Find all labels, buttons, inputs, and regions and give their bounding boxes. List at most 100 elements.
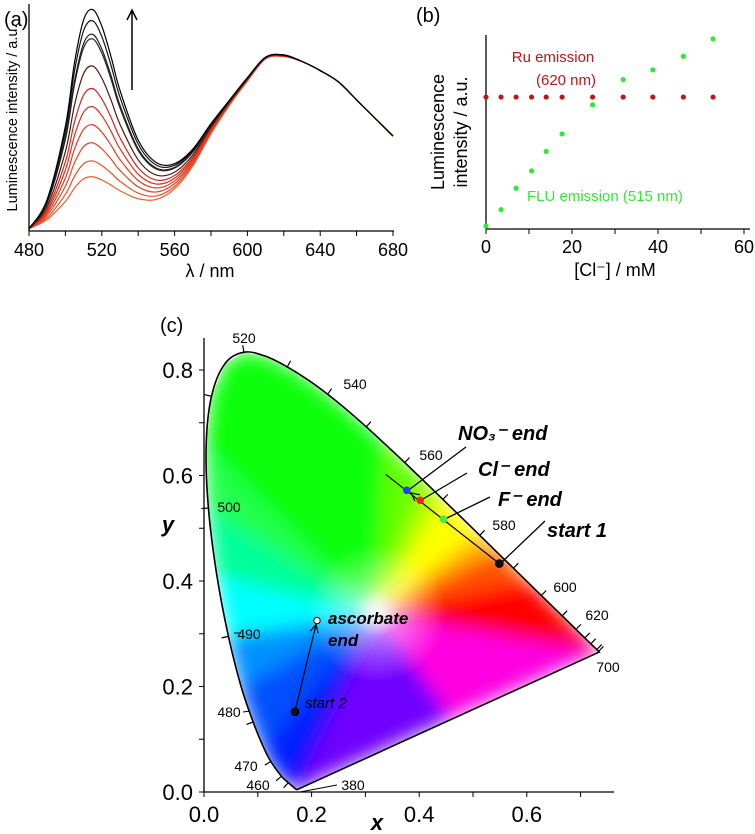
wl-label-540: 540: [343, 376, 367, 392]
flu-emission-label: FLU emission (515 nm): [527, 188, 683, 205]
locus-tick: [327, 388, 333, 395]
c-axis-ticks: 0.0 0.2 0.4 0.6 0.0 0.2 0.4 0.6 0.8: [162, 358, 582, 827]
ru-emission-point: [559, 94, 565, 100]
point-cl-end: [416, 496, 425, 505]
wl-label-460: 460: [246, 777, 270, 793]
start-1-label: start 1: [547, 520, 607, 542]
panel-b-label: (b): [416, 5, 440, 27]
ru-emission-point: [543, 94, 549, 100]
c-y-tick-label: 0.6: [162, 464, 193, 489]
a-x-tick-label: 560: [160, 240, 190, 260]
locus-tick: [286, 360, 292, 368]
c-y-tick-label: 0.8: [162, 358, 193, 383]
c-x-tick-label: 0.6: [512, 802, 543, 827]
point-ascorbate-end: [313, 616, 321, 625]
point-f-end: [439, 515, 448, 524]
locus-tick: [365, 421, 372, 428]
flu-emission-point: [559, 131, 565, 137]
point-no-end: [403, 486, 411, 495]
b-x-label: [Cl⁻] / mM: [574, 260, 656, 280]
c-x-tick-label: 0.2: [296, 802, 327, 827]
locus-tick: [201, 507, 209, 510]
no3-end-label: NO₃⁻ end: [458, 423, 548, 445]
a-x-tick-label: 680: [378, 240, 408, 260]
panel-b-intensity-vs-chloride: (b) 0 20 40 60 Ru emission (620 nm) FLU emi…: [416, 5, 754, 280]
locus-tick: [590, 638, 597, 645]
locus-tick: [404, 457, 410, 463]
ru-emission-point: [513, 94, 519, 100]
ru-emission-point: [483, 94, 489, 100]
trajectory-2-line: [294, 624, 317, 712]
a-x-tick-label: 520: [87, 240, 117, 260]
wl-label-490: 490: [237, 626, 261, 642]
wl-label-560: 560: [419, 447, 443, 463]
wl-label-700: 700: [596, 659, 620, 675]
flu-emission-point: [498, 207, 504, 213]
wl-label-480: 480: [217, 704, 241, 720]
locus-tick: [479, 529, 486, 536]
flu-emission-point: [513, 185, 519, 191]
c-y-tick-label: 0.4: [162, 569, 193, 594]
wl-label-620: 620: [585, 607, 609, 623]
flu-emission-point: [650, 67, 656, 73]
panel-a-spectra: (a) 480 520 560 600 640 680 λ / nm Luminescen…: [4, 4, 408, 281]
c-y-label: y: [161, 512, 176, 537]
locus-tick: [584, 632, 591, 639]
c-data-points: [290, 486, 504, 717]
a-x-tick-label: 480: [14, 240, 44, 260]
spectral-locus: [205, 351, 601, 791]
a-x-tick-label: 640: [305, 240, 335, 260]
start-2-label: start 2: [305, 695, 347, 712]
point-start-2: [290, 707, 300, 717]
cl-end-label: Cl⁻ end: [478, 459, 550, 481]
ru-emission-label: Ru emission: [512, 49, 595, 66]
ascorbate-end-label-line-1: ascorbate: [328, 609, 408, 628]
flu-emission-point: [710, 36, 716, 42]
f-end-label: F⁻ end: [498, 489, 563, 511]
b-x-tick-label: 20: [562, 237, 582, 257]
b-data-points: [483, 36, 716, 229]
panel-a-label: (a): [4, 9, 28, 31]
wl-label-470: 470: [234, 758, 258, 774]
locus-tick: [204, 394, 212, 397]
c-x-tick-label: 0.4: [404, 802, 435, 827]
a-x-ticks: 480 520 560 600 640 680: [14, 231, 408, 260]
flu-emission-point: [543, 148, 549, 154]
trajectory-1-arrowhead-icon: [410, 492, 421, 502]
locus-tick: [596, 644, 603, 650]
locus-ticks: [201, 345, 604, 789]
wl-label-520: 520: [232, 330, 256, 346]
a-x-tick-label: 600: [232, 240, 262, 260]
flu-emission-point: [528, 168, 535, 174]
a-x-label: λ / nm: [185, 261, 234, 281]
b-x-ticks: 0 20 40 60: [481, 229, 754, 257]
ru-emission-point: [680, 94, 686, 100]
c-x-label: x: [370, 810, 384, 834]
flu-emission-point: [680, 53, 686, 59]
locus-tick: [275, 775, 282, 782]
wl-label-600: 600: [553, 579, 577, 595]
locus-tick: [242, 345, 245, 353]
b-y-label-line-1: Luminescence: [428, 74, 448, 190]
c-y-tick-label: 0.2: [162, 675, 193, 700]
panel-c-label: (c): [160, 315, 183, 337]
annotation-leaders: [409, 446, 546, 563]
flu-emission-point: [620, 77, 626, 83]
b-x-tick-label: 0: [481, 237, 491, 257]
spectrum-10: [28, 20, 394, 230]
ru-emission-point: [620, 94, 626, 100]
locus-tick: [561, 610, 568, 617]
locus-tick: [442, 493, 449, 500]
spectra-curves: [28, 8, 394, 230]
wl-label-580: 580: [492, 517, 516, 533]
b-y-label-line-2: intensity / a.u.: [451, 76, 471, 187]
ru-emission-point: [498, 94, 504, 100]
b-x-tick-label: 40: [648, 237, 668, 257]
wl-label-500: 500: [217, 499, 241, 515]
locus-tick: [575, 623, 582, 630]
panel-c-cie-diagram: (c) 0.0 0.2 0.4 0.6 0.0 0.2 0.4 0.6 0.8 520 540 …: [160, 315, 620, 834]
spectrum-11: [28, 8, 394, 230]
ru-emission-point: [710, 94, 716, 100]
a-y-label: Luminescence intensity / a.u.: [5, 25, 21, 212]
